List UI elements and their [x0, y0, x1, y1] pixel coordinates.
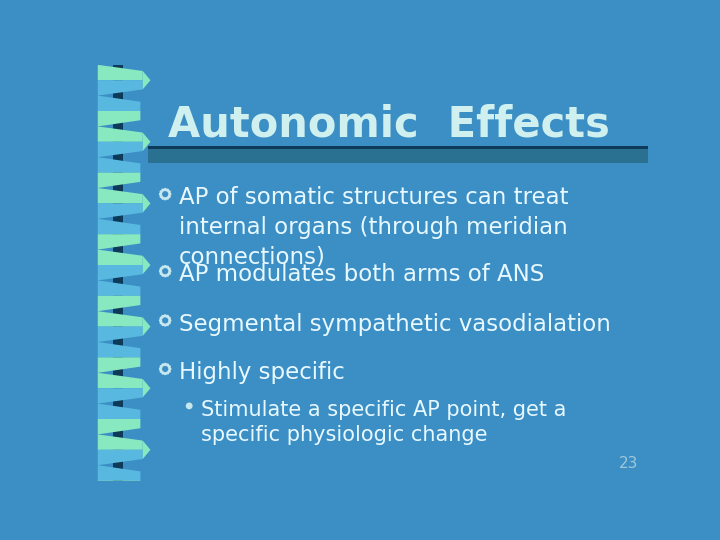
Polygon shape: [143, 379, 150, 397]
Circle shape: [160, 368, 161, 370]
Text: Autonomic  Effects: Autonomic Effects: [168, 104, 609, 146]
Circle shape: [169, 368, 171, 370]
Polygon shape: [98, 403, 140, 419]
Circle shape: [166, 323, 168, 326]
Text: AP of somatic structures can treat
internal organs (through meridian
connections: AP of somatic structures can treat inter…: [179, 186, 569, 268]
Polygon shape: [98, 157, 140, 173]
Circle shape: [166, 315, 168, 318]
Polygon shape: [143, 318, 150, 336]
Circle shape: [168, 191, 170, 193]
Text: 23: 23: [619, 456, 639, 471]
Polygon shape: [98, 373, 143, 388]
Circle shape: [164, 324, 166, 326]
Circle shape: [166, 372, 168, 374]
Circle shape: [161, 191, 162, 193]
Polygon shape: [143, 71, 150, 90]
Circle shape: [164, 373, 166, 375]
Polygon shape: [98, 481, 140, 496]
Polygon shape: [98, 357, 140, 373]
Circle shape: [168, 317, 170, 319]
Circle shape: [168, 370, 170, 372]
Circle shape: [161, 317, 162, 319]
Polygon shape: [98, 204, 143, 219]
Circle shape: [168, 366, 170, 368]
Polygon shape: [98, 126, 143, 142]
Polygon shape: [98, 188, 143, 204]
Polygon shape: [98, 96, 140, 111]
Circle shape: [164, 275, 166, 276]
Circle shape: [166, 266, 168, 268]
Circle shape: [160, 320, 161, 321]
Circle shape: [162, 274, 163, 276]
Polygon shape: [98, 327, 143, 342]
Circle shape: [160, 270, 161, 272]
Polygon shape: [143, 194, 150, 213]
Circle shape: [168, 268, 170, 270]
Polygon shape: [98, 450, 143, 465]
Circle shape: [164, 363, 166, 365]
Polygon shape: [98, 342, 140, 357]
Polygon shape: [143, 132, 150, 151]
Circle shape: [162, 266, 163, 268]
Circle shape: [168, 195, 170, 198]
Circle shape: [166, 189, 168, 191]
Polygon shape: [98, 219, 140, 234]
Bar: [113, 65, 122, 481]
Polygon shape: [98, 265, 143, 280]
Circle shape: [162, 197, 163, 199]
Circle shape: [162, 315, 163, 318]
Circle shape: [161, 268, 162, 270]
Polygon shape: [98, 465, 140, 481]
Bar: [148, 146, 648, 148]
Circle shape: [186, 403, 192, 409]
Text: AP modulates both arms of ANS: AP modulates both arms of ANS: [179, 264, 544, 286]
Circle shape: [162, 372, 163, 374]
Circle shape: [160, 193, 161, 195]
Polygon shape: [98, 434, 143, 450]
Polygon shape: [98, 311, 143, 327]
Polygon shape: [143, 256, 150, 274]
Polygon shape: [98, 280, 140, 296]
Circle shape: [161, 370, 162, 372]
Circle shape: [168, 273, 170, 274]
Circle shape: [162, 323, 163, 326]
Polygon shape: [98, 234, 140, 249]
Circle shape: [161, 366, 162, 368]
Circle shape: [164, 315, 166, 317]
Circle shape: [169, 193, 171, 195]
Polygon shape: [98, 173, 140, 188]
Polygon shape: [98, 111, 140, 126]
Circle shape: [161, 195, 162, 198]
Text: Segmental sympathetic vasodialation: Segmental sympathetic vasodialation: [179, 313, 611, 336]
Circle shape: [168, 322, 170, 323]
Polygon shape: [98, 65, 143, 80]
Circle shape: [169, 320, 171, 321]
Circle shape: [164, 266, 166, 267]
Polygon shape: [98, 80, 143, 96]
Circle shape: [162, 189, 163, 191]
Polygon shape: [98, 388, 143, 403]
Circle shape: [161, 322, 162, 323]
Circle shape: [169, 270, 171, 272]
Circle shape: [166, 364, 168, 366]
Circle shape: [166, 197, 168, 199]
Circle shape: [162, 364, 163, 366]
Text: Stimulate a specific AP point, get a
specific physiologic change: Stimulate a specific AP point, get a spe…: [201, 400, 566, 446]
Bar: [148, 146, 648, 163]
Polygon shape: [143, 441, 150, 459]
Polygon shape: [98, 249, 143, 265]
Polygon shape: [98, 142, 143, 157]
Circle shape: [166, 274, 168, 276]
Circle shape: [164, 198, 166, 200]
Text: Highly specific: Highly specific: [179, 361, 345, 384]
Polygon shape: [98, 296, 140, 311]
Circle shape: [164, 188, 166, 191]
Circle shape: [161, 273, 162, 274]
Polygon shape: [98, 419, 140, 434]
